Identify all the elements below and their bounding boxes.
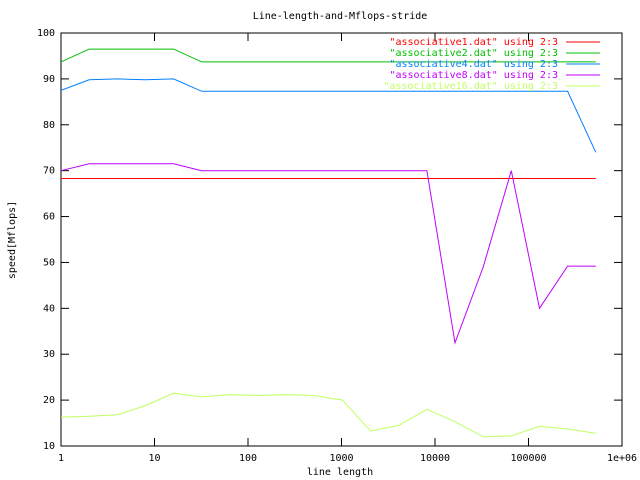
y-tick-label: 90 [43, 74, 55, 85]
y-tick-label: 70 [43, 166, 55, 177]
y-tick-label: 40 [43, 303, 55, 314]
legend-label: "associative16.dat" using 2:3 [383, 81, 558, 92]
y-tick-label: 30 [43, 349, 55, 360]
legend-label: "associative4.dat" using 2:3 [389, 59, 558, 70]
x-tick-label: 1000 [329, 453, 353, 464]
x-tick-label: 1e+06 [607, 453, 637, 464]
x-axis-label: line length [307, 467, 373, 478]
y-tick-label: 20 [43, 395, 55, 406]
x-tick-label: 100 [239, 453, 257, 464]
x-tick-label: 10 [148, 453, 160, 464]
y-tick-label: 50 [43, 257, 55, 268]
legend-label: "associative8.dat" using 2:3 [389, 70, 558, 81]
series-line [60, 78, 597, 153]
y-tick-label: 60 [43, 212, 55, 223]
chart-title: Line-length-and-Mflops-stride [253, 11, 428, 22]
series-line [60, 163, 596, 345]
x-tick-label: 100000 [510, 453, 546, 464]
legend-label: "associative2.dat" using 2:3 [389, 48, 558, 59]
y-tick-label: 100 [37, 28, 55, 39]
series-line [60, 48, 596, 63]
x-tick-label: 1 [58, 453, 64, 464]
y-tick-label: 80 [43, 120, 55, 131]
y-tick-label: 10 [43, 441, 55, 452]
y-axis-label: speed[Mflops] [7, 201, 18, 279]
plot-frame [60, 32, 623, 447]
series-line [60, 392, 596, 438]
x-tick-label: 10000 [420, 453, 450, 464]
legend-label: "associative1.dat" using 2:3 [389, 37, 558, 48]
